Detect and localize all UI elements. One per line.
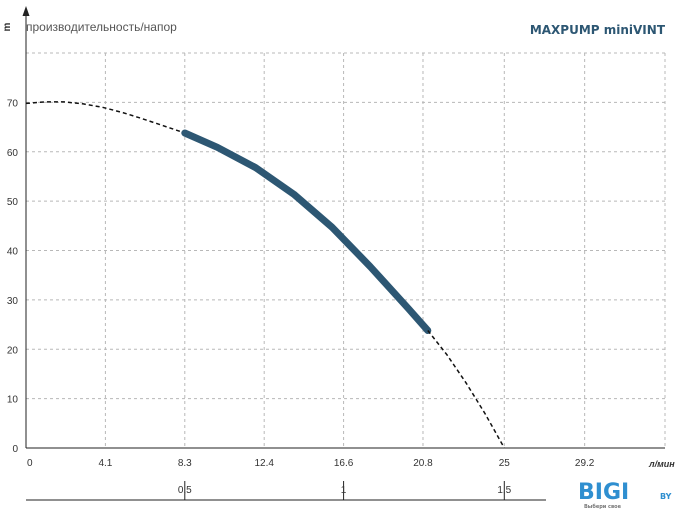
y-tick-label: 70 bbox=[7, 98, 19, 109]
y-tick-label: 30 bbox=[7, 296, 19, 307]
logo-wordmark: BIGI bbox=[578, 480, 629, 505]
x-tick-label: 12.4 bbox=[254, 458, 274, 469]
curve-extrapolated-dashed bbox=[427, 330, 505, 449]
curve-working-range bbox=[181, 129, 432, 334]
x-tick-label: 29.2 bbox=[575, 458, 595, 469]
chart-subtitle: производительность/напор bbox=[26, 20, 177, 34]
brand-label: MAXPUMP miniVINT bbox=[530, 23, 666, 37]
y-tick-label: 10 bbox=[7, 395, 19, 406]
y-tick-label: 50 bbox=[7, 197, 19, 208]
x-tick-label: 16.6 bbox=[334, 458, 354, 469]
logo-domain-suffix: BY bbox=[660, 492, 672, 501]
y-tick-label: 0 bbox=[12, 444, 18, 455]
x-tick-label: 0 bbox=[27, 458, 33, 469]
x-tick-label: 4.1 bbox=[98, 458, 112, 469]
y-tick-label: 60 bbox=[7, 148, 19, 159]
secondary-x-tick-label: 0,5 bbox=[178, 485, 192, 496]
secondary-x-tick-label: 1,5 bbox=[497, 485, 511, 496]
axes bbox=[22, 6, 665, 501]
curve-extrapolated-dashed bbox=[25, 101, 186, 134]
tick-labels: 0 10 20 30 40 50 60 70 0 4.1 8.3 12.4 16.6 20.8 25 29.2… bbox=[7, 98, 595, 496]
y-tick-label: 20 bbox=[7, 345, 19, 356]
y-axis-arrow bbox=[22, 6, 30, 16]
x-tick-label: 25 bbox=[499, 458, 511, 469]
bigi-logo: BIGI BY Выбери свое bbox=[578, 480, 672, 510]
grid-lines bbox=[26, 52, 666, 448]
y-axis-unit: m bbox=[2, 22, 13, 31]
x-axis-unit: л/мин bbox=[648, 459, 675, 469]
curve-series bbox=[25, 101, 505, 449]
x-tick-label: 8.3 bbox=[178, 458, 192, 469]
logo-tagline: Выбери свое bbox=[584, 503, 622, 510]
y-tick-label: 40 bbox=[7, 247, 19, 258]
secondary-x-tick-label: 1 bbox=[341, 485, 347, 496]
x-tick-label: 20.8 bbox=[413, 458, 433, 469]
